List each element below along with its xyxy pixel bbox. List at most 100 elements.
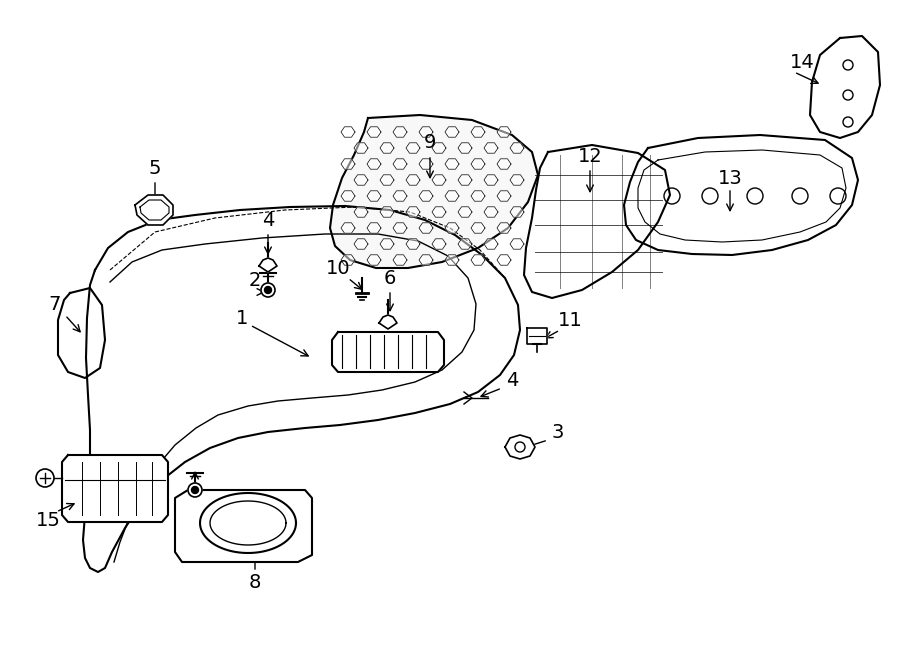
- Polygon shape: [445, 127, 459, 137]
- Text: 9: 9: [424, 132, 436, 151]
- Circle shape: [36, 469, 54, 487]
- Text: 14: 14: [789, 52, 814, 71]
- Polygon shape: [471, 254, 485, 265]
- Text: 8: 8: [248, 572, 261, 592]
- Polygon shape: [510, 207, 524, 217]
- Polygon shape: [341, 127, 355, 137]
- Text: 11: 11: [558, 311, 582, 329]
- Circle shape: [265, 286, 272, 293]
- Polygon shape: [393, 223, 407, 233]
- Polygon shape: [458, 207, 472, 217]
- Text: 4: 4: [262, 210, 274, 229]
- Polygon shape: [58, 288, 105, 378]
- Polygon shape: [527, 328, 547, 344]
- Polygon shape: [393, 127, 407, 137]
- Text: 10: 10: [326, 258, 350, 278]
- Polygon shape: [200, 493, 296, 553]
- Text: 15: 15: [36, 510, 60, 529]
- Text: 4: 4: [506, 371, 518, 389]
- Polygon shape: [524, 145, 670, 298]
- Polygon shape: [497, 191, 511, 201]
- Text: 7: 7: [49, 295, 61, 315]
- Polygon shape: [341, 254, 355, 265]
- Circle shape: [188, 483, 202, 497]
- Polygon shape: [135, 195, 173, 225]
- Polygon shape: [445, 159, 459, 169]
- Polygon shape: [406, 143, 420, 153]
- Polygon shape: [83, 206, 520, 572]
- Polygon shape: [445, 223, 459, 233]
- Polygon shape: [393, 254, 407, 265]
- Polygon shape: [419, 191, 433, 201]
- Polygon shape: [341, 159, 355, 169]
- Polygon shape: [484, 239, 498, 249]
- Polygon shape: [484, 207, 498, 217]
- Polygon shape: [505, 435, 535, 459]
- Polygon shape: [367, 191, 381, 201]
- Polygon shape: [497, 159, 511, 169]
- Polygon shape: [406, 175, 420, 185]
- Polygon shape: [471, 127, 485, 137]
- Polygon shape: [406, 207, 420, 217]
- Polygon shape: [354, 143, 368, 153]
- Polygon shape: [354, 239, 368, 249]
- Polygon shape: [458, 143, 472, 153]
- Polygon shape: [393, 159, 407, 169]
- Text: 12: 12: [578, 147, 602, 165]
- Polygon shape: [341, 223, 355, 233]
- Polygon shape: [367, 223, 381, 233]
- Polygon shape: [380, 239, 394, 249]
- Polygon shape: [367, 127, 381, 137]
- Polygon shape: [471, 223, 485, 233]
- Polygon shape: [432, 175, 446, 185]
- Polygon shape: [380, 143, 394, 153]
- Polygon shape: [175, 490, 312, 562]
- Circle shape: [261, 283, 275, 297]
- Polygon shape: [332, 332, 444, 372]
- Polygon shape: [484, 175, 498, 185]
- Polygon shape: [330, 115, 538, 268]
- Polygon shape: [380, 175, 394, 185]
- Text: 2: 2: [189, 490, 202, 510]
- Polygon shape: [624, 135, 858, 255]
- Polygon shape: [497, 254, 511, 265]
- Text: 6: 6: [383, 268, 396, 288]
- Text: 1: 1: [236, 309, 248, 327]
- Polygon shape: [419, 127, 433, 137]
- Text: 2: 2: [248, 270, 261, 290]
- Polygon shape: [510, 239, 524, 249]
- Polygon shape: [497, 223, 511, 233]
- Polygon shape: [380, 207, 394, 217]
- Polygon shape: [419, 254, 433, 265]
- Polygon shape: [432, 239, 446, 249]
- Polygon shape: [484, 143, 498, 153]
- Text: 5: 5: [148, 159, 161, 178]
- Polygon shape: [471, 191, 485, 201]
- Polygon shape: [354, 207, 368, 217]
- Polygon shape: [445, 254, 459, 265]
- Polygon shape: [341, 191, 355, 201]
- Polygon shape: [367, 159, 381, 169]
- Polygon shape: [510, 143, 524, 153]
- Circle shape: [192, 486, 199, 494]
- Polygon shape: [419, 159, 433, 169]
- Polygon shape: [497, 127, 511, 137]
- Polygon shape: [62, 455, 168, 522]
- Polygon shape: [510, 175, 524, 185]
- Text: 13: 13: [717, 169, 742, 188]
- Polygon shape: [810, 36, 880, 138]
- Polygon shape: [419, 223, 433, 233]
- Polygon shape: [458, 239, 472, 249]
- Text: 3: 3: [552, 422, 564, 442]
- Polygon shape: [259, 258, 277, 272]
- Polygon shape: [379, 315, 397, 329]
- Polygon shape: [354, 175, 368, 185]
- Polygon shape: [458, 175, 472, 185]
- Polygon shape: [367, 254, 381, 265]
- Polygon shape: [406, 239, 420, 249]
- Polygon shape: [471, 159, 485, 169]
- Polygon shape: [432, 143, 446, 153]
- Polygon shape: [432, 207, 446, 217]
- Polygon shape: [393, 191, 407, 201]
- Polygon shape: [445, 191, 459, 201]
